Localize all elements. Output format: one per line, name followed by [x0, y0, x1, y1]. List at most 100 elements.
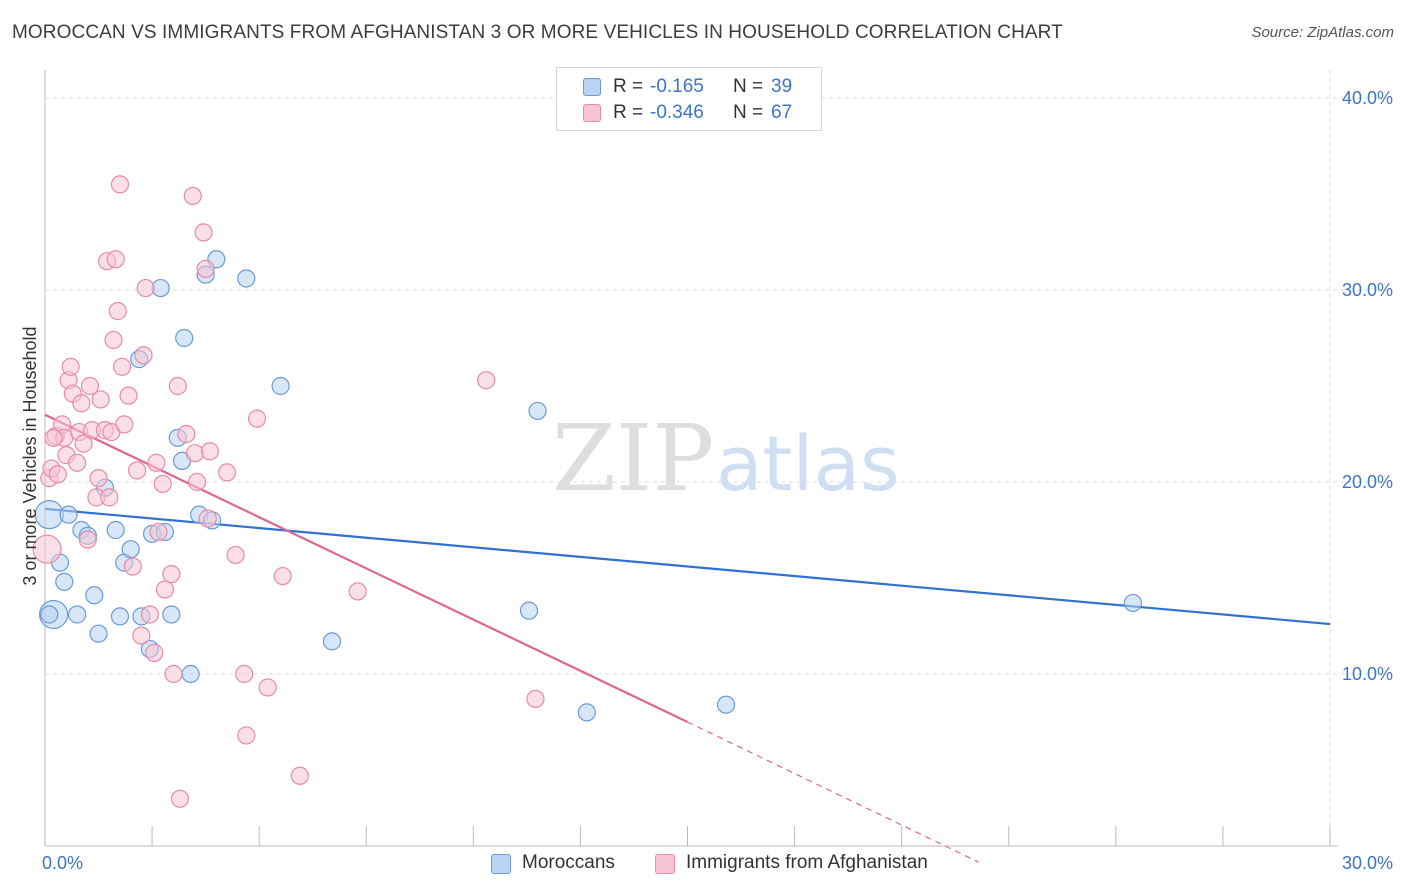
legend-label-moroccans: Moroccans	[522, 852, 615, 873]
y-tick-label: 10.0%	[1342, 664, 1393, 684]
legend-n-value: 67	[771, 102, 793, 123]
point-afghanistan	[80, 376, 100, 396]
point-afghanistan	[134, 346, 153, 365]
point-afghanistan	[164, 664, 183, 684]
point-afghanistan	[89, 469, 108, 488]
point-afghanistan	[48, 465, 67, 484]
point-afghanistan	[170, 789, 190, 808]
legend-swatch-moroccans	[491, 854, 511, 874]
point-afghanistan	[74, 434, 93, 453]
point-moroccans	[55, 572, 74, 591]
point-afghanistan	[226, 545, 245, 565]
point-afghanistan	[106, 250, 125, 269]
point-afghanistan	[32, 534, 62, 564]
legend-r-label: R =	[613, 76, 644, 97]
point-moroccans	[59, 505, 78, 524]
legend-label-afghanistan: Immigrants from Afghanistan	[686, 852, 928, 873]
point-afghanistan	[140, 605, 160, 624]
point-afghanistan	[153, 474, 172, 494]
legend-r-label: R =	[613, 102, 644, 123]
x-tick-label: 30.0%	[1342, 853, 1393, 873]
point-moroccans	[716, 695, 736, 714]
point-afghanistan	[100, 488, 119, 507]
source-label: Source: ZipAtlas.com	[1251, 24, 1394, 41]
point-afghanistan	[149, 522, 168, 542]
point-moroccans	[89, 624, 108, 643]
point-afghanistan	[183, 186, 202, 206]
point-afghanistan	[198, 509, 217, 528]
legend-n-label: N =	[733, 76, 764, 97]
point-moroccans	[162, 605, 181, 624]
point-moroccans	[68, 605, 87, 624]
point-moroccans	[121, 540, 140, 559]
point-afghanistan	[110, 175, 130, 194]
point-afghanistan	[119, 386, 138, 405]
point-afghanistan	[136, 278, 155, 298]
point-afghanistan	[217, 463, 237, 482]
point-afghanistan	[194, 223, 213, 242]
point-afghanistan	[273, 566, 292, 586]
watermark: ZIP atlas	[552, 405, 900, 512]
point-moroccans	[519, 601, 539, 620]
point-moroccans	[181, 664, 200, 684]
legend-r-value: -0.165	[650, 76, 704, 97]
legend-r-value: -0.346	[650, 102, 704, 123]
point-moroccans	[85, 586, 104, 605]
legend-swatch-afghanistan	[655, 854, 675, 874]
tick-labels: 10.0% 20.0% 30.0% 40.0% 0.0% 30.0%	[42, 88, 1393, 873]
axes	[44, 70, 1338, 847]
data-points	[32, 175, 1143, 808]
point-afghanistan	[123, 557, 142, 576]
point-afghanistan	[112, 357, 132, 376]
point-afghanistan	[200, 442, 220, 461]
point-afghanistan	[132, 626, 151, 645]
point-afghanistan	[258, 678, 277, 697]
y-axis-label: 3 or more Vehicles in Household	[20, 326, 40, 585]
point-afghanistan	[68, 453, 87, 472]
point-afghanistan	[145, 643, 164, 662]
point-moroccans	[175, 328, 194, 348]
point-afghanistan	[185, 444, 205, 463]
point-afghanistan	[44, 428, 63, 447]
point-afghanistan	[177, 424, 196, 444]
point-moroccans	[237, 269, 256, 288]
legend-n-value: 39	[771, 76, 793, 97]
trend-line-moroccans	[44, 507, 1331, 626]
watermark-atlas: atlas	[716, 419, 900, 508]
point-afghanistan	[108, 302, 127, 321]
point-afghanistan	[168, 376, 187, 396]
point-afghanistan	[91, 390, 110, 409]
point-afghanistan	[196, 259, 215, 278]
point-afghanistan	[290, 766, 309, 785]
point-moroccans	[40, 605, 59, 624]
legend-n-label: N =	[733, 102, 764, 123]
y-tick-label: 20.0%	[1342, 472, 1393, 492]
legend-swatch-afghanistan	[583, 104, 601, 122]
x-tick-label: 0.0%	[42, 853, 83, 873]
chart-title: MOROCCAN VS IMMIGRANTS FROM AFGHANISTAN …	[12, 22, 1063, 43]
point-moroccans	[1123, 593, 1143, 613]
point-moroccans	[322, 632, 342, 651]
point-afghanistan	[237, 726, 256, 745]
point-afghanistan	[155, 580, 175, 599]
point-moroccans	[271, 376, 290, 396]
point-afghanistan	[72, 394, 91, 413]
y-tick-label: 40.0%	[1342, 88, 1393, 108]
point-afghanistan	[477, 371, 496, 390]
legend-swatch-moroccans	[583, 78, 601, 96]
point-afghanistan	[127, 461, 147, 480]
point-afghanistan	[526, 689, 545, 709]
correlation-legend: R = -0.165 N = 39 R = -0.346 N = 67	[556, 67, 822, 131]
point-afghanistan	[348, 582, 367, 601]
point-moroccans	[110, 607, 130, 626]
point-afghanistan	[235, 664, 254, 684]
y-tick-label: 30.0%	[1342, 280, 1393, 300]
trend-line-afghanistan-extension	[687, 721, 980, 863]
point-afghanistan	[104, 330, 123, 350]
point-moroccans	[577, 703, 596, 722]
point-afghanistan	[247, 409, 267, 428]
point-afghanistan	[115, 415, 134, 434]
point-moroccans	[106, 520, 125, 540]
point-afghanistan	[187, 472, 207, 492]
